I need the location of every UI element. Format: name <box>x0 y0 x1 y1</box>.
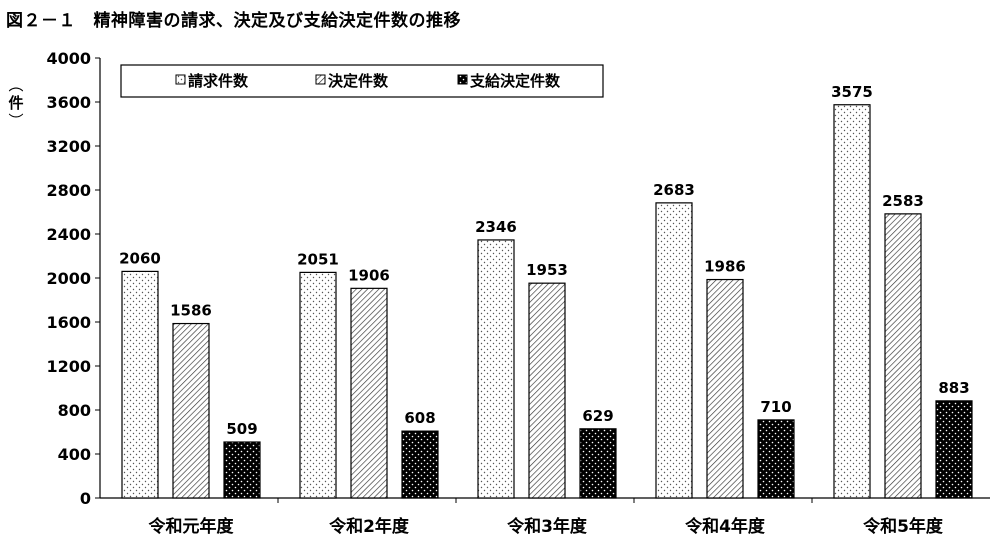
data-label-claims: 3575 <box>831 83 873 101</box>
x-category-label: 令和5年度 <box>863 516 944 537</box>
y-tick-label: 3600 <box>46 93 91 112</box>
y-tick-label: 1600 <box>46 313 91 332</box>
data-label-claims: 2051 <box>297 250 339 268</box>
data-label-approvals: 883 <box>938 379 969 397</box>
unit-paren-open: ︵ <box>8 76 24 94</box>
data-label-approvals: 710 <box>760 398 791 416</box>
data-label-decisions: 2583 <box>882 192 924 210</box>
bar-decisions <box>528 282 566 499</box>
data-label-claims: 2060 <box>119 249 161 267</box>
y-tick-label: 4000 <box>46 49 91 68</box>
chart-title: 図２－１ 精神障害の請求、決定及び支給決定件数の推移 <box>6 11 461 31</box>
bar-claims <box>121 270 159 499</box>
x-category-label: 令和元年度 <box>149 516 235 537</box>
bar-decisions <box>706 278 744 499</box>
bar-claims <box>833 104 871 499</box>
bar-decisions <box>172 322 210 499</box>
bar-approvals <box>935 400 973 499</box>
unit-text: 件 <box>8 94 24 112</box>
x-category-label: 令和2年度 <box>329 516 410 537</box>
y-tick-label: 2000 <box>46 269 91 288</box>
data-label-claims: 2346 <box>475 218 517 236</box>
y-tick-label: 400 <box>58 445 91 464</box>
x-category-label: 令和3年度 <box>507 516 588 537</box>
y-tick-label: 2400 <box>46 225 91 244</box>
data-label-decisions: 1986 <box>704 258 746 276</box>
legend-box <box>120 64 604 98</box>
data-label-decisions: 1906 <box>348 266 390 284</box>
y-tick-label: 3200 <box>46 137 91 156</box>
x-category-label: 令和4年度 <box>685 516 766 537</box>
bar-claims <box>299 271 337 499</box>
data-label-claims: 2683 <box>653 181 695 199</box>
data-label-approvals: 629 <box>582 407 613 425</box>
bar-approvals <box>757 419 795 499</box>
bar-decisions <box>350 287 388 499</box>
bar-approvals <box>579 428 617 499</box>
legend-swatch-decisions <box>315 74 326 85</box>
legend-swatch-approvals <box>457 74 468 85</box>
bar-approvals <box>401 430 439 499</box>
data-label-decisions: 1953 <box>526 261 568 279</box>
legend-label-decisions: 決定件数 <box>328 72 389 90</box>
bar-claims <box>477 239 515 499</box>
legend-swatch-claims <box>175 74 186 85</box>
y-tick-label: 1200 <box>46 357 91 376</box>
data-label-approvals: 608 <box>404 409 435 427</box>
y-tick-label: 800 <box>58 401 91 420</box>
bar-claims <box>655 202 693 499</box>
bar-decisions <box>884 213 922 499</box>
unit-paren-close: ︶ <box>8 112 24 130</box>
y-axis-unit-label: ︵ 件 ︶ <box>8 76 24 130</box>
legend-label-approvals: 支給決定件数 <box>469 72 561 90</box>
bar-approvals <box>223 441 261 499</box>
data-label-approvals: 509 <box>226 420 257 438</box>
y-tick-label: 0 <box>80 489 91 508</box>
legend-label-claims: 請求件数 <box>188 72 249 90</box>
data-label-decisions: 1586 <box>170 302 212 320</box>
y-tick-label: 2800 <box>46 181 91 200</box>
